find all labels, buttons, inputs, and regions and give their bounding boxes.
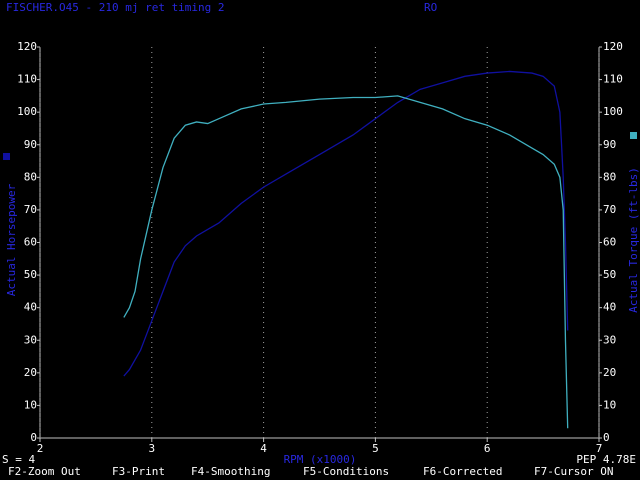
x-tick-label: 6 xyxy=(484,442,491,455)
y2-axis-label: Actual Torque (ft-lbs) xyxy=(627,167,640,313)
y-axis-label: Actual Horsepower xyxy=(5,183,18,296)
y-tick-label: 60 xyxy=(24,236,37,249)
x-tick-label: 5 xyxy=(372,442,379,455)
menu-item[interactable]: F6-Corrected xyxy=(423,465,502,478)
y-tick-label: 110 xyxy=(17,73,37,86)
y2-tick-label: 90 xyxy=(603,138,616,151)
legend-swatch xyxy=(630,132,637,139)
menu-item[interactable]: F2-Zoom Out xyxy=(8,465,81,478)
menu-item[interactable]: F4-Smoothing xyxy=(191,465,270,478)
chart-title: FISCHER.O45 - 210 mj ret timing 2 xyxy=(6,1,225,14)
y-tick-label: 50 xyxy=(24,268,37,281)
y-tick-label: 0 xyxy=(30,431,37,444)
x-tick-label: 2 xyxy=(37,442,44,455)
y-tick-label: 70 xyxy=(24,203,37,216)
x-tick-label: 3 xyxy=(148,442,155,455)
y-tick-label: 80 xyxy=(24,170,37,183)
smoothing-status: S = 4 xyxy=(2,453,35,466)
y-tick-label: 20 xyxy=(24,366,37,379)
x-axis-label: RPM (x1000) xyxy=(284,453,357,466)
y2-tick-label: 70 xyxy=(603,203,616,216)
y2-tick-label: 60 xyxy=(603,236,616,249)
y2-tick-label: 20 xyxy=(603,366,616,379)
menu-item[interactable]: F7-Cursor ON xyxy=(534,465,613,478)
y2-tick-label: 0 xyxy=(603,431,610,444)
y2-tick-label: 80 xyxy=(603,170,616,183)
menu-item[interactable]: F5-Conditions xyxy=(303,465,389,478)
y2-tick-label: 110 xyxy=(603,73,623,86)
menu-item[interactable]: F3-Print xyxy=(112,465,165,478)
pep-status: PEP 4.78E xyxy=(576,453,636,466)
x-tick-label: 7 xyxy=(596,442,603,455)
legend-swatch xyxy=(3,153,10,160)
y2-tick-label: 100 xyxy=(603,105,623,118)
y-tick-label: 30 xyxy=(24,333,37,346)
series-line xyxy=(123,95,569,429)
y2-tick-label: 30 xyxy=(603,333,616,346)
annotation: RO xyxy=(424,1,437,14)
y-tick-label: 40 xyxy=(24,301,37,314)
y-tick-label: 10 xyxy=(24,398,37,411)
y2-tick-label: 120 xyxy=(603,40,623,53)
y2-tick-label: 10 xyxy=(603,398,616,411)
y-tick-label: 120 xyxy=(17,40,37,53)
y2-tick-label: 40 xyxy=(603,301,616,314)
series-line xyxy=(123,70,569,377)
y-tick-label: 100 xyxy=(17,105,37,118)
y2-tick-label: 50 xyxy=(603,268,616,281)
y-tick-label: 90 xyxy=(24,138,37,151)
x-tick-label: 4 xyxy=(260,442,267,455)
